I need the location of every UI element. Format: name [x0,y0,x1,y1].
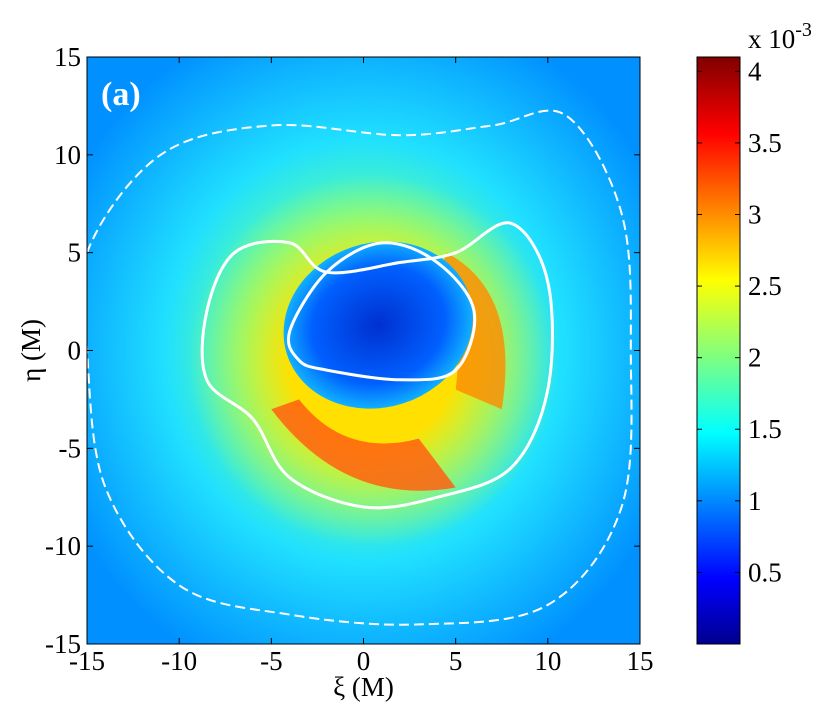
colorbar-tick-label: 0.5 [748,557,782,587]
x-axis: -15 -10 -5 0 5 10 15 [69,57,654,676]
colorbar-multiplier-base: x 10 [748,24,795,54]
y-tick-label: 5 [68,238,82,268]
heatmap-field [87,57,640,644]
colorbar-gradient [696,56,741,645]
colorbar-tick-label: 1 [748,486,762,516]
y-axis-label: η (M) [16,319,46,382]
contour-middle [200,221,554,510]
panel-label: (a) [101,76,141,113]
x-tick-label: 15 [627,646,654,676]
colorbar-multiplier-exponent: -3 [795,19,812,41]
colorbar-ticks: 0.5 1 1.5 2 2.5 3 3.5 4 [697,56,782,587]
y-tick-label: -10 [45,531,81,561]
contour-outer-dashed [87,109,633,626]
x-axis-label: ξ (M) [333,672,394,702]
contour-inner [286,241,477,382]
heatmap-peak-lower [271,399,456,491]
heatmap-central-minimum [283,241,473,409]
y-tick-label: 10 [54,140,81,170]
x-tick-label: 5 [449,646,463,676]
y-tick-label: -15 [45,629,81,659]
colorbar-tick-label: 2.5 [748,271,782,301]
colorbar-tick-label: 2 [748,343,762,373]
colorbar: 0.5 1 1.5 2 2.5 3 3.5 4 x 10-3 [696,19,812,645]
x-tick-label: 10 [534,646,561,676]
y-tick-label: 0 [68,336,82,366]
x-tick-label: -10 [161,646,197,676]
y-axis: -15 -10 -5 0 5 10 15 [45,42,640,659]
x-tick-label: -5 [260,646,283,676]
colorbar-multiplier: x 10-3 [748,19,812,54]
y-tick-label: 15 [54,42,81,72]
x-tick-label: 0 [357,646,371,676]
y-tick-label: -5 [59,433,82,463]
plot-area: (a) [86,56,641,645]
colorbar-tick-label: 4 [748,56,762,86]
colorbar-tick-label: 3.5 [748,128,782,158]
colorbar-tick-label: 3 [748,199,762,229]
colorbar-tick-label: 1.5 [748,414,782,444]
x-tick-label: -15 [69,646,105,676]
